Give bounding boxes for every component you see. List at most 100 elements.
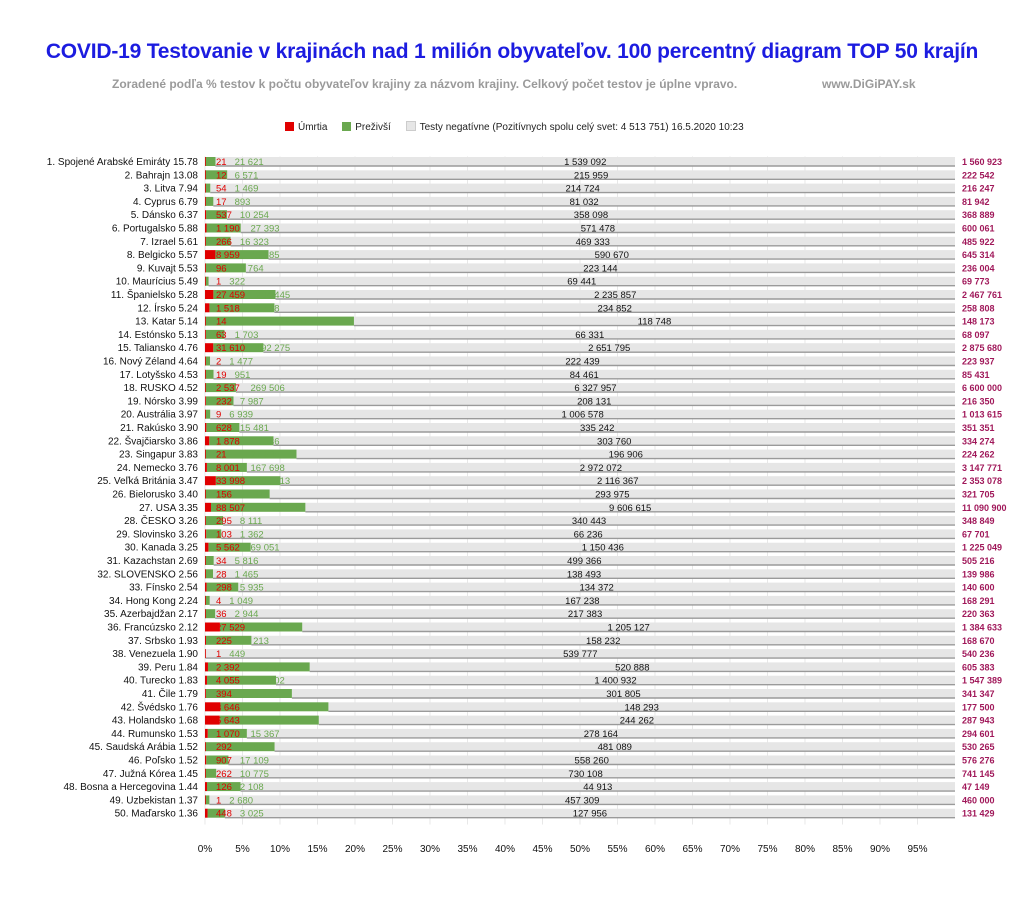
- bar-deaths: [205, 542, 209, 552]
- survivors-data-label: 951: [235, 370, 251, 381]
- bar-survivors: [205, 409, 211, 419]
- x-tick-label: 80%: [795, 844, 815, 855]
- survivors-data-label: 1 362: [240, 529, 264, 540]
- x-tick-label: 15%: [307, 844, 327, 855]
- bar-survivors: [220, 702, 329, 712]
- bar-survivors: [210, 502, 306, 512]
- bar-negative: [208, 276, 955, 286]
- legend-swatch-negative: [405, 121, 416, 131]
- total-tests-label: 139 986: [962, 569, 995, 579]
- survivors-data-label: 1 395 778: [258, 503, 300, 514]
- total-tests-label: 168 670: [962, 636, 995, 646]
- negative-data-label: 457 309: [565, 795, 599, 806]
- negative-data-label: 214 724: [565, 184, 599, 195]
- category-label: 19. Nórsko 3.99: [127, 396, 198, 407]
- survivors-data-label: 29 411: [280, 317, 308, 328]
- bar-negative: [305, 502, 955, 512]
- negative-data-label: 134 372: [579, 583, 613, 594]
- bar-negative: [353, 316, 955, 326]
- bar-deaths: [205, 303, 210, 313]
- bar-negative: [215, 157, 955, 166]
- survivors-data-label: 5 816: [235, 556, 259, 567]
- deaths-data-label: 1 878: [216, 436, 240, 447]
- bar-survivors: [205, 489, 270, 499]
- deaths-data-label: 156: [216, 490, 232, 501]
- bar-survivors: [215, 250, 269, 260]
- total-tests-label: 530 265: [962, 742, 995, 752]
- survivors-data-label: 322: [229, 277, 245, 288]
- deaths-data-label: 12: [216, 170, 227, 181]
- category-label: 24. Nemecko 3.76: [117, 463, 199, 474]
- total-tests-label: 287 943: [962, 716, 995, 726]
- deaths-data-label: 19: [216, 370, 227, 381]
- survivors-data-label: 167 698: [251, 463, 285, 474]
- survivors-data-label: 45 685: [251, 250, 280, 261]
- bar-deaths: [205, 396, 206, 406]
- deaths-data-label: 537: [216, 210, 232, 221]
- negative-data-label: 481 089: [598, 742, 632, 753]
- negative-data-label: 84 461: [570, 370, 599, 381]
- deaths-data-label: 36: [216, 609, 227, 620]
- category-label: 20. Austrália 3.97: [121, 410, 199, 421]
- bar-negative: [274, 303, 955, 313]
- total-tests-label: 220 363: [962, 609, 995, 619]
- deaths-data-label: 33 998: [216, 476, 245, 487]
- x-tick-label: 65%: [682, 844, 702, 855]
- bar-deaths: [205, 742, 206, 752]
- survivors-data-label: 7 987: [240, 396, 264, 407]
- x-tick-label: 20%: [345, 844, 365, 855]
- bar-survivors: [209, 436, 274, 446]
- total-tests-label: 236 004: [962, 263, 995, 273]
- category-label: 12. Írsko 5.24: [137, 301, 198, 314]
- total-tests-label: 460 000: [962, 795, 995, 805]
- negative-data-label: 2 972 072: [580, 463, 622, 474]
- bar-survivors: [206, 423, 240, 432]
- legend-swatch-deaths: [285, 122, 294, 131]
- survivors-data-label: 10 254: [240, 210, 269, 221]
- bar-negative: [230, 236, 955, 246]
- bar-negative: [302, 622, 955, 632]
- survivors-data-label: 269 506: [251, 383, 285, 394]
- bar-negative: [210, 356, 955, 366]
- category-label: 48. Bosna a Hercegovina 1.44: [63, 782, 198, 793]
- negative-data-label: 1 205 127: [607, 623, 649, 634]
- deaths-data-label: 88 507: [216, 503, 245, 514]
- total-tests-label: 605 383: [962, 662, 995, 672]
- negative-data-label: 9 606 615: [609, 503, 651, 514]
- x-tick-label: 5%: [235, 844, 250, 855]
- bar-deaths: [205, 276, 206, 286]
- bar-negative: [238, 582, 956, 592]
- negative-data-label: 590 670: [595, 250, 629, 261]
- deaths-data-label: 96: [216, 263, 227, 274]
- x-tick-label: 0%: [198, 844, 213, 855]
- survivors-data-label: 38 038: [269, 716, 298, 727]
- bar-negative: [246, 728, 955, 738]
- total-tests-label: 168 291: [962, 596, 995, 606]
- deaths-data-label: 2 537: [216, 383, 240, 394]
- total-tests-label: 148 173: [962, 317, 995, 327]
- bar-deaths: [205, 782, 208, 792]
- legend-item-negative: Testy negatívne (Pozitívnych spolu celý …: [405, 121, 744, 133]
- bar-negative: [309, 662, 956, 672]
- negative-data-label: 2 116 367: [597, 476, 639, 487]
- category-label: 16. Nový Zéland 4.64: [103, 357, 198, 368]
- deaths-data-label: 8 959: [216, 250, 240, 261]
- total-tests-label: 294 601: [962, 729, 995, 739]
- bar-negative: [275, 290, 955, 299]
- category-label: 13. Katar 5.14: [135, 317, 198, 328]
- bar-survivors: [206, 462, 247, 472]
- category-label: 47. Južná Kórea 1.45: [103, 769, 199, 780]
- bar-negative: [239, 423, 956, 432]
- total-tests-label: 216 350: [962, 396, 995, 406]
- category-label: 35. Azerbajdžan 2.17: [104, 609, 198, 620]
- bar-negative: [268, 250, 955, 260]
- total-tests-label: 505 216: [962, 556, 995, 566]
- bar-deaths: [205, 502, 211, 512]
- bar-survivors: [205, 157, 216, 166]
- negative-data-label: 44 913: [583, 782, 612, 793]
- bar-deaths: [205, 157, 206, 166]
- bar-negative: [275, 675, 956, 685]
- deaths-data-label: 292: [216, 742, 232, 753]
- bar-survivors: [219, 622, 303, 632]
- survivors-data-label: 142 402: [251, 676, 285, 687]
